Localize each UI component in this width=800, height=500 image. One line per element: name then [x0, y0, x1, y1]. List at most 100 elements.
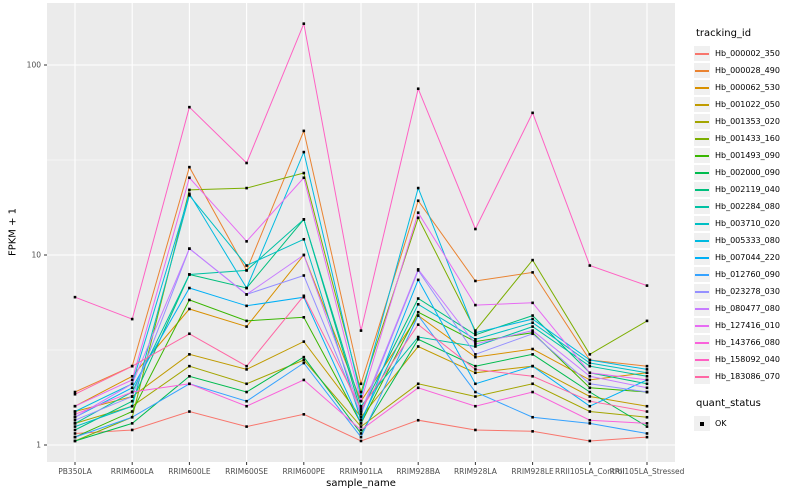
legend-key [694, 318, 710, 333]
data-point [531, 111, 534, 115]
y-axis-title: FPKM + 1 [7, 207, 19, 257]
data-point [416, 278, 420, 282]
data-point [245, 269, 248, 272]
data-point [302, 361, 306, 365]
legend-item: Hb_005333_080 [694, 232, 800, 249]
data-point [245, 399, 248, 403]
x-tick-label: RRIM600LE [168, 467, 211, 476]
legend-item-label: OK [715, 419, 727, 428]
data-point [474, 331, 477, 334]
data-point [359, 382, 363, 386]
legend-key [694, 131, 710, 146]
x-tick-label: RRIM600LA [111, 467, 155, 476]
data-point [359, 404, 363, 408]
data-point [645, 415, 649, 419]
data-point [73, 422, 77, 425]
data-point [474, 364, 477, 368]
x-tick-label: RRIM901LA [340, 467, 384, 476]
data-point [416, 268, 420, 271]
legend-item-label: Hb_001022_050 [715, 100, 780, 109]
data-point [359, 428, 363, 432]
data-point [359, 418, 363, 422]
data-point [245, 161, 248, 165]
x-tick-label: RRII105LA_Control [555, 467, 625, 476]
data-point [645, 371, 649, 375]
legend-line-swatch [695, 307, 709, 310]
data-point [359, 435, 363, 439]
data-point [588, 386, 592, 390]
legend-key [694, 335, 710, 350]
data-point [73, 428, 77, 432]
data-point [73, 295, 77, 299]
data-point [130, 386, 134, 390]
data-point [302, 316, 306, 319]
data-point [588, 418, 592, 422]
x-tick-label: RRIM928LE [511, 467, 554, 476]
legend-item: Hb_183086_070 [694, 368, 800, 385]
legend-key [694, 80, 710, 95]
legend-line-swatch [695, 188, 709, 191]
data-point [588, 439, 592, 443]
x-axis-title: sample_name [326, 478, 396, 489]
legend-item-label: Hb_127416_010 [715, 321, 780, 330]
legend-item: Hb_001493_090 [694, 147, 800, 164]
data-point [245, 425, 248, 428]
data-point [359, 410, 363, 413]
data-point [416, 87, 420, 91]
data-point [416, 345, 420, 348]
data-point [188, 286, 191, 290]
legend-item-label: Hb_000028_490 [715, 66, 780, 75]
data-point [73, 435, 77, 439]
data-point [531, 317, 534, 321]
data-point [645, 368, 649, 371]
data-point [188, 176, 191, 180]
data-point [588, 358, 592, 362]
legend-item: OK [694, 415, 800, 432]
legend-item-label: Hb_002000_090 [715, 168, 780, 177]
data-point [474, 428, 477, 432]
legend-item: Hb_007044_220 [694, 249, 800, 266]
legend-key [694, 114, 710, 129]
data-point [359, 413, 363, 416]
data-point [474, 227, 477, 231]
legend-key [694, 165, 710, 180]
data-point [588, 410, 592, 413]
legend-line-swatch [695, 86, 709, 89]
legend-line-swatch [695, 341, 709, 344]
data-point [73, 404, 77, 408]
y-tick-label: 10 [31, 251, 41, 260]
data-point [359, 390, 363, 394]
data-point [73, 432, 77, 435]
legend-line-swatch [695, 324, 709, 327]
data-point [531, 430, 534, 433]
data-point [130, 317, 134, 321]
legend-line-swatch [695, 205, 709, 208]
data-point [588, 374, 592, 378]
data-point [245, 368, 248, 371]
data-point [416, 211, 420, 214]
legend-key [694, 250, 710, 265]
data-point [474, 395, 477, 398]
legend-line-swatch [695, 137, 709, 140]
data-point [302, 22, 306, 25]
data-point [416, 199, 420, 203]
data-point [531, 314, 534, 317]
data-point [531, 271, 534, 274]
data-point [645, 382, 649, 386]
legend-item-label: Hb_012760_090 [715, 270, 780, 279]
legend-line-swatch [695, 290, 709, 293]
data-point [130, 395, 134, 398]
data-point [416, 303, 420, 306]
data-point [73, 418, 77, 422]
legend-line-swatch [695, 256, 709, 259]
data-point [416, 386, 420, 390]
data-point [188, 382, 191, 386]
legend-item: Hb_012760_090 [694, 266, 800, 283]
data-point [474, 279, 477, 283]
data-point [359, 425, 363, 428]
legend-key [694, 267, 710, 282]
legend-key [694, 352, 710, 367]
y-tick-label: 100 [27, 61, 42, 70]
data-point [474, 371, 477, 375]
